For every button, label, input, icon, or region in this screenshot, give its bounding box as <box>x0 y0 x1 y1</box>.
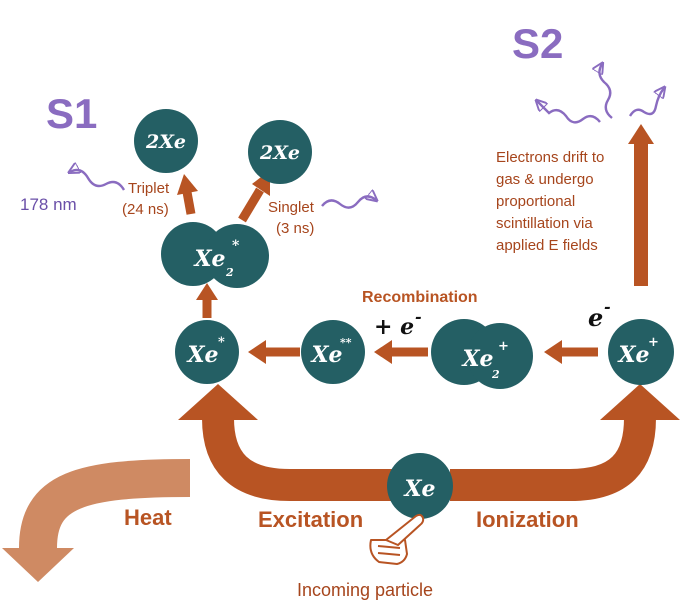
pointing-hand-icon <box>369 513 425 565</box>
s2-desc-line5: applied E fields <box>496 237 598 254</box>
s2-label: S2 <box>512 20 563 67</box>
s2-desc-line3: proportional <box>496 193 575 210</box>
xe-center-atom <box>387 453 453 519</box>
electron-sup: - <box>604 297 611 316</box>
xe-center-label: Xe <box>402 476 435 502</box>
singlet-label-line2: (3 ns) <box>276 220 314 237</box>
heat-arrow <box>19 459 191 549</box>
wavelength-label: 178 nm <box>20 195 77 214</box>
xe2-ion-sub: 2 <box>491 368 500 381</box>
triplet-label-line2: (24 ns) <box>122 201 169 218</box>
singlet-label-line1: Singlet <box>268 199 315 216</box>
xe-ion-atom <box>608 319 674 385</box>
xe-ion-label: Xe <box>616 342 649 368</box>
xe-double-excited-atom <box>301 320 365 384</box>
xe2-excited-sup: * <box>232 238 240 254</box>
excitation-arrow <box>202 417 392 501</box>
xe-pair-right-atom <box>248 120 312 184</box>
xe-pair-right-label: 2Xe <box>259 142 300 164</box>
heat-arrow-head <box>2 548 74 582</box>
photon-arrows <box>70 64 664 209</box>
photon-triplet-icon <box>70 170 126 191</box>
plus-electron-sup: - <box>415 307 422 326</box>
xe-excited-label: Xe <box>185 342 218 368</box>
xe2-excited-label: Xe <box>192 246 225 272</box>
xe-excited-sup: * <box>218 335 225 350</box>
xe-ion-sup: + <box>648 335 659 350</box>
photon-singlet-icon <box>321 196 376 209</box>
s2-desc-line1: Electrons drift to <box>496 149 604 166</box>
recombination-label: Recombination <box>362 289 478 306</box>
triplet-label-line1: Triplet <box>128 180 170 197</box>
xe2-excited-sub: 2 <box>225 266 234 279</box>
plus-electron-label: + e <box>374 314 414 340</box>
excitation-label: Excitation <box>258 507 363 532</box>
incoming-particle-label: Incoming particle <box>297 580 433 600</box>
ionization-label: Ionization <box>476 507 579 532</box>
s2-desc-line2: gas & undergo <box>496 171 594 188</box>
photon-s2-left-icon <box>537 101 601 124</box>
excitation-arrow-head <box>178 384 258 420</box>
xe-double-excited-sup: ** <box>340 336 352 349</box>
xe-pair-left-atom <box>134 109 198 173</box>
ionization-arrow-head <box>600 384 680 420</box>
xe2-ion-molecule <box>431 319 533 389</box>
xe2-ion-sup: + <box>498 339 509 354</box>
xe-pair-left-label: 2Xe <box>145 131 186 153</box>
electron-label: e <box>588 303 603 332</box>
s1-label: S1 <box>46 90 97 137</box>
photon-s2-right-icon <box>628 88 664 117</box>
xe2-excited-molecule <box>161 222 269 288</box>
s2-desc-line4: scintillation via <box>496 215 593 232</box>
photon-s2-mid-icon <box>599 64 613 119</box>
atoms <box>134 109 674 519</box>
xe2-ion-label: Xe <box>460 346 493 372</box>
xe-excited-atom <box>175 320 239 384</box>
heat-label: Heat <box>124 505 172 530</box>
xe-double-excited-label: Xe <box>309 342 342 368</box>
ionization-arrow <box>450 417 656 501</box>
